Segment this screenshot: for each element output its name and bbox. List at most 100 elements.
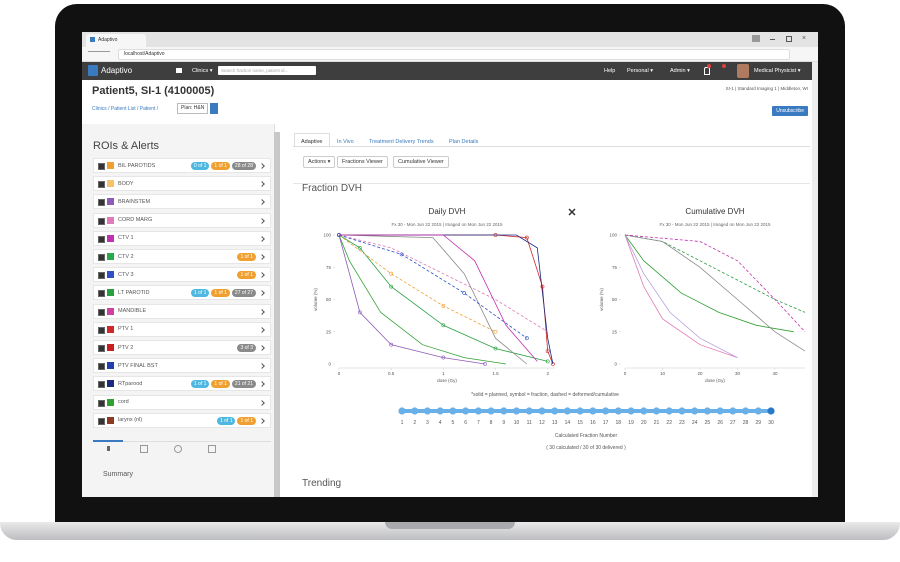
chevron[interactable] — [259, 363, 265, 370]
main-tab[interactable]: Adaptive — [301, 139, 323, 145]
checkbox[interactable] — [98, 217, 105, 225]
chevron[interactable] — [259, 217, 265, 224]
fraction-dot[interactable] — [754, 407, 762, 415]
breadcrumb[interactable]: Clinics / Patient List / Patient / — [92, 106, 159, 112]
main-tab[interactable]: Plan Details — [449, 139, 479, 145]
chevron[interactable] — [259, 235, 265, 242]
fraction-dot[interactable] — [512, 407, 521, 415]
fraction-dot[interactable] — [449, 407, 457, 415]
fraction-dot[interactable] — [652, 407, 661, 415]
chevron[interactable] — [259, 345, 265, 351]
fraction-dot[interactable] — [576, 407, 584, 415]
checkbox[interactable] — [98, 181, 105, 189]
chevron[interactable] — [259, 326, 265, 333]
roi-row[interactable]: PTV FINAL BST — [93, 358, 271, 374]
window-control[interactable] — [752, 35, 760, 42]
search-box[interactable] — [218, 66, 316, 75]
avatar[interactable] — [737, 64, 749, 78]
main-tab[interactable]: In Vivo — [337, 139, 354, 145]
browser-tab[interactable] — [86, 34, 146, 47]
fraction-dot[interactable] — [563, 407, 572, 415]
fraction-dot[interactable] — [703, 407, 711, 415]
chevron[interactable] — [259, 399, 265, 406]
maximize[interactable] — [786, 36, 792, 42]
fraction-dot[interactable] — [436, 407, 444, 415]
toolbar-button[interactable]: Actions ▾ — [303, 156, 336, 168]
chevron[interactable] — [259, 308, 265, 315]
fraction-dot[interactable] — [525, 407, 533, 415]
chevron[interactable] — [259, 163, 265, 169]
roi-row[interactable]: CORD MARG — [93, 212, 271, 228]
plan-select-button[interactable] — [210, 103, 218, 114]
expand-icon[interactable] — [568, 208, 576, 216]
fraction-dot[interactable] — [767, 407, 775, 415]
checkbox[interactable] — [98, 345, 105, 352]
unsubscribe-button[interactable]: Unsubscribe — [772, 106, 808, 116]
fraction-dot[interactable] — [691, 407, 699, 415]
tab-icon[interactable] — [107, 446, 110, 451]
plan-select[interactable]: Plan: H&N — [177, 103, 209, 114]
fraction-dot[interactable] — [538, 407, 546, 415]
clinics-menu[interactable]: Clinics ▾ — [192, 68, 213, 74]
roi-row[interactable]: BRAINSTEM — [93, 194, 271, 210]
tab-icon[interactable] — [208, 445, 216, 453]
personal-menu[interactable]: Personal ▾ — [627, 68, 653, 74]
roi-row[interactable]: MANDIBLE — [93, 303, 271, 319]
checkbox[interactable] — [98, 381, 105, 389]
roi-row[interactable]: CTV 3 1 of 1 — [93, 267, 271, 283]
user-menu[interactable]: Medical Physicist ▾ — [754, 68, 801, 74]
fraction-dot[interactable] — [614, 407, 622, 415]
checkbox[interactable] — [98, 254, 105, 261]
notification-icon[interactable] — [704, 67, 710, 75]
checkbox[interactable] — [98, 363, 105, 371]
fraction-dot[interactable] — [601, 407, 610, 415]
checkbox[interactable] — [98, 399, 105, 407]
chevron[interactable] — [259, 199, 265, 206]
fraction-dot[interactable] — [627, 407, 635, 415]
brand[interactable]: Adaptivo — [101, 66, 133, 75]
checkbox[interactable] — [98, 199, 105, 207]
checkbox[interactable] — [98, 290, 105, 298]
main-tab[interactable]: Treatment Delivery Trends — [369, 139, 434, 145]
chevron[interactable] — [259, 254, 265, 260]
roi-row[interactable]: CTV 1 — [93, 230, 271, 246]
close[interactable]: × — [802, 35, 807, 42]
tab-icon[interactable] — [174, 445, 182, 453]
fraction-dot[interactable] — [462, 407, 470, 415]
roi-row[interactable]: cord — [93, 394, 271, 410]
chevron[interactable] — [259, 272, 265, 279]
fraction-dot[interactable] — [500, 407, 508, 415]
fraction-dot[interactable] — [423, 407, 432, 415]
fraction-dot[interactable] — [729, 407, 737, 415]
url-field[interactable] — [118, 49, 790, 60]
chevron[interactable] — [259, 417, 265, 424]
fraction-dot[interactable] — [398, 407, 406, 415]
admin-menu[interactable]: Admin ▾ — [670, 68, 690, 74]
chevron[interactable] — [259, 290, 265, 297]
minimize[interactable] — [770, 39, 775, 40]
toolbar-button[interactable]: Cumulative Viewer — [393, 156, 449, 168]
checkbox[interactable] — [98, 308, 105, 316]
chevron[interactable] — [259, 181, 265, 188]
checkbox[interactable] — [98, 272, 105, 280]
fraction-dot[interactable] — [716, 407, 724, 415]
nav-buttons[interactable] — [88, 51, 110, 57]
chevron[interactable] — [259, 381, 265, 388]
fraction-dot[interactable] — [640, 407, 648, 415]
toolbar-button[interactable]: Fractions Viewer — [337, 156, 388, 168]
tab-icon[interactable] — [140, 445, 148, 453]
roi-row[interactable]: CTV 2 1 of 1 — [93, 249, 271, 264]
fraction-dot[interactable] — [411, 407, 419, 415]
fraction-dot[interactable] — [551, 407, 559, 415]
roi-row[interactable]: BODY — [93, 176, 271, 192]
home-icon[interactable] — [176, 68, 182, 73]
fraction-dot[interactable] — [487, 407, 495, 415]
checkbox[interactable] — [98, 163, 105, 170]
roi-row[interactable]: PTV 2 3 of 3 — [93, 340, 271, 355]
checkbox[interactable] — [98, 326, 105, 334]
fraction-dot[interactable] — [678, 407, 686, 415]
